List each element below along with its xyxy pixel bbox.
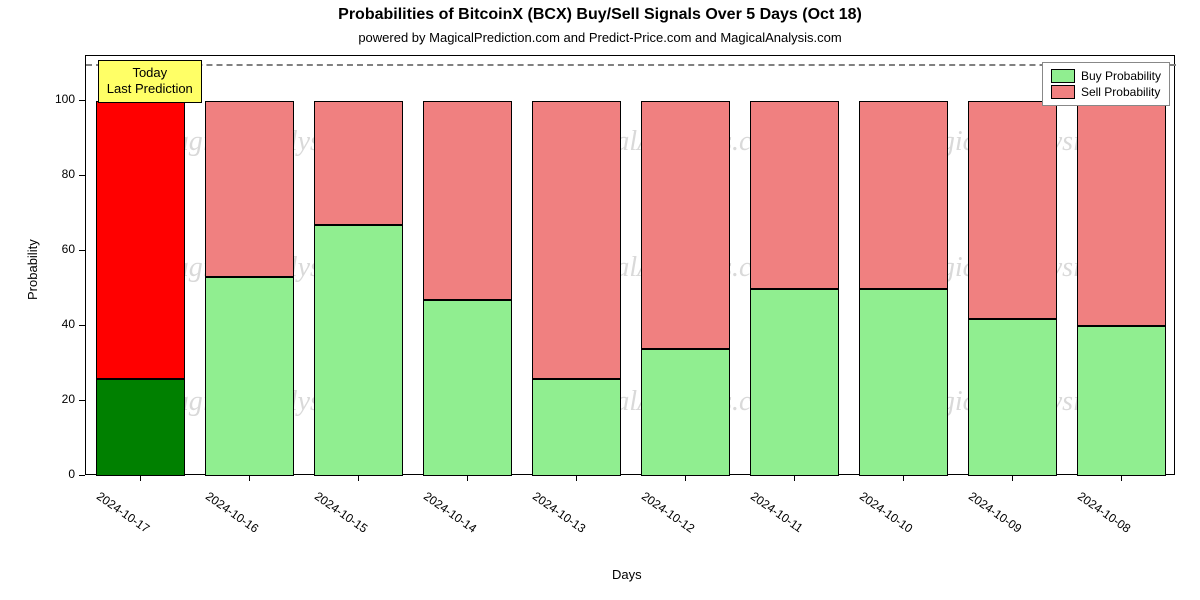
y-tick-label: 80 [45, 167, 75, 181]
legend-label: Buy Probability [1081, 69, 1161, 83]
bar-buy [641, 349, 730, 477]
bar-buy [532, 379, 621, 477]
bar-buy [423, 300, 512, 476]
bar-buy [96, 379, 185, 477]
legend-label: Sell Probability [1081, 85, 1160, 99]
x-tick [794, 475, 795, 481]
bar-sell [859, 101, 948, 289]
y-tick [79, 175, 85, 176]
today-annotation: TodayLast Prediction [98, 60, 202, 103]
x-tick [249, 475, 250, 481]
bar-sell [96, 101, 185, 379]
x-tick [1012, 475, 1013, 481]
bar-sell [423, 101, 512, 300]
chart-subtitle: powered by MagicalPrediction.com and Pre… [0, 30, 1200, 45]
bar-buy [314, 225, 403, 476]
y-axis-label: Probability [25, 239, 40, 300]
y-tick-label: 20 [45, 392, 75, 406]
annotation-line: Today [107, 65, 193, 81]
bar-sell [532, 101, 621, 379]
bar-buy [750, 289, 839, 477]
y-tick-label: 40 [45, 317, 75, 331]
bar-sell [205, 101, 294, 277]
annotation-line: Last Prediction [107, 81, 193, 97]
y-tick-label: 100 [45, 92, 75, 106]
y-tick [79, 325, 85, 326]
x-tick [467, 475, 468, 481]
x-tick [140, 475, 141, 481]
legend: Buy Probability Sell Probability [1042, 62, 1170, 106]
bar-buy [205, 277, 294, 476]
x-axis-label: Days [612, 567, 642, 582]
x-tick [903, 475, 904, 481]
threshold-line [86, 64, 1176, 66]
bar-sell [968, 101, 1057, 319]
y-tick [79, 250, 85, 251]
legend-swatch [1051, 85, 1075, 99]
bar-buy [968, 319, 1057, 477]
y-tick [79, 475, 85, 476]
plot-area: MagicalAnalysis.comMagicalAnalysis.comMa… [85, 55, 1175, 475]
x-tick [358, 475, 359, 481]
bar-sell [750, 101, 839, 289]
bar-buy [859, 289, 948, 477]
legend-swatch [1051, 69, 1075, 83]
y-tick [79, 100, 85, 101]
x-tick [576, 475, 577, 481]
legend-item: Sell Probability [1051, 85, 1161, 99]
bar-sell [314, 101, 403, 225]
bar-sell [641, 101, 730, 349]
x-tick [685, 475, 686, 481]
bar-buy [1077, 326, 1166, 476]
x-tick [1121, 475, 1122, 481]
y-tick [79, 400, 85, 401]
chart-container: Probabilities of BitcoinX (BCX) Buy/Sell… [0, 0, 1200, 600]
chart-title: Probabilities of BitcoinX (BCX) Buy/Sell… [0, 6, 1200, 24]
bar-sell [1077, 101, 1166, 326]
legend-item: Buy Probability [1051, 69, 1161, 83]
y-tick-label: 0 [45, 467, 75, 481]
y-tick-label: 60 [45, 242, 75, 256]
